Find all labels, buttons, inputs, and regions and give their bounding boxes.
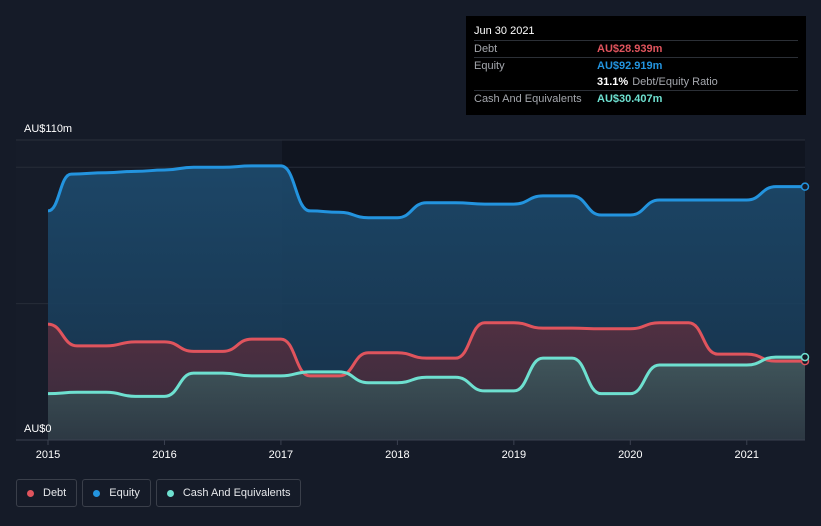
tooltip-cash-label: Cash And Equivalents bbox=[474, 93, 582, 105]
legend-debt-dot-icon bbox=[27, 489, 34, 497]
x-axis: 2015 2016 2017 2018 2019 2020 2021 bbox=[36, 440, 759, 461]
series-lines bbox=[47, 164, 805, 398]
x-tick-label: 2021 bbox=[735, 449, 759, 461]
tooltip-debt-value: AU$28.939m bbox=[597, 43, 663, 55]
series-areas bbox=[48, 165, 805, 440]
y-axis-min-label: AU$0 bbox=[24, 423, 52, 435]
tooltip-debt-label: Debt bbox=[474, 43, 498, 55]
debt-line bbox=[47, 321, 805, 378]
tooltip-ratio-value: 31.1% bbox=[597, 76, 629, 88]
legend-equity-label: Equity bbox=[109, 487, 140, 499]
tooltip-panel: Jun 30 2021 Debt AU$28.939m Equity AU$92… bbox=[466, 16, 806, 115]
x-tick-label: 2017 bbox=[269, 449, 293, 461]
cash-line bbox=[47, 355, 805, 398]
legend-debt-label: Debt bbox=[43, 487, 67, 499]
tooltip-row-cash: Cash And Equivalents AU$30.407m bbox=[474, 90, 798, 107]
x-tick-label: 2019 bbox=[502, 449, 526, 461]
x-tick-label: 2016 bbox=[152, 449, 176, 461]
cash-end-marker bbox=[800, 352, 810, 362]
equity-end-marker bbox=[800, 182, 810, 191]
cash-area bbox=[48, 357, 805, 440]
x-tick-label: 2018 bbox=[385, 449, 409, 461]
legend-cash-dot-icon bbox=[166, 489, 174, 497]
y-axis-max-label: AU$110m bbox=[24, 123, 72, 135]
legend: Debt Equity Cash And Equivalents bbox=[16, 479, 306, 507]
legend-cash-label: Cash And Equivalents bbox=[182, 487, 291, 499]
end-markers bbox=[800, 182, 810, 366]
legend-item-debt[interactable]: Debt bbox=[16, 479, 78, 507]
x-tick-label: 2020 bbox=[618, 449, 642, 461]
equity-line bbox=[47, 164, 805, 220]
legend-equity-dot-icon bbox=[93, 489, 101, 497]
tooltip-row-equity: Equity AU$92.919m bbox=[474, 57, 798, 74]
tooltip-equity-label: Equity bbox=[474, 60, 505, 72]
tooltip-equity-value: AU$92.919m bbox=[597, 60, 663, 72]
tooltip-row-ratio: 31.1% Debt/Equity Ratio bbox=[474, 74, 798, 90]
tooltip-ratio-label: Debt/Equity Ratio bbox=[632, 76, 718, 88]
tooltip-cash-value: AU$30.407m bbox=[597, 93, 663, 105]
legend-item-cash[interactable]: Cash And Equivalents bbox=[155, 479, 302, 507]
x-tick-label: 2015 bbox=[36, 449, 60, 461]
tooltip-date: Jun 30 2021 bbox=[474, 25, 535, 37]
tooltip-row-debt: Debt AU$28.939m bbox=[474, 40, 798, 57]
legend-item-equity[interactable]: Equity bbox=[82, 479, 151, 507]
